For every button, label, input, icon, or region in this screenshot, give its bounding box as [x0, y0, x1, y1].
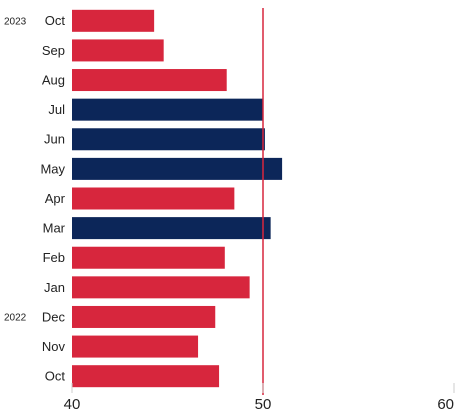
y-tick-label: Apr — [45, 191, 66, 206]
bar — [72, 305, 216, 328]
bar — [72, 187, 235, 210]
bar — [72, 246, 225, 269]
x-tick-label: 60 — [437, 396, 454, 413]
bar — [72, 98, 263, 121]
y-tick-label: Aug — [42, 72, 65, 87]
y-tick-label: Nov — [42, 339, 66, 354]
y-tick-label: Oct — [45, 13, 66, 28]
bar — [72, 217, 271, 240]
bar — [72, 335, 199, 358]
y-tick-label: Jul — [48, 102, 65, 117]
y-tick-label: Oct — [45, 369, 66, 384]
year-label: 2022 — [4, 313, 27, 324]
y-tick-label: Dec — [42, 309, 66, 324]
bar — [72, 276, 250, 299]
bar — [72, 9, 155, 32]
bar — [72, 128, 265, 151]
year-label: 2023 — [4, 16, 27, 27]
y-tick-label: Sep — [42, 43, 65, 58]
bar — [72, 365, 220, 388]
bar — [72, 39, 164, 62]
bar — [72, 69, 227, 92]
y-tick-label: Mar — [43, 221, 66, 236]
y-tick-label: Jan — [44, 280, 65, 295]
x-tick-label: 50 — [255, 396, 272, 413]
y-tick-label: May — [40, 161, 65, 176]
bar — [72, 157, 283, 180]
x-tick-label: 40 — [64, 396, 81, 413]
y-tick-label: Feb — [43, 250, 65, 265]
y-tick-label: Jun — [44, 132, 65, 147]
